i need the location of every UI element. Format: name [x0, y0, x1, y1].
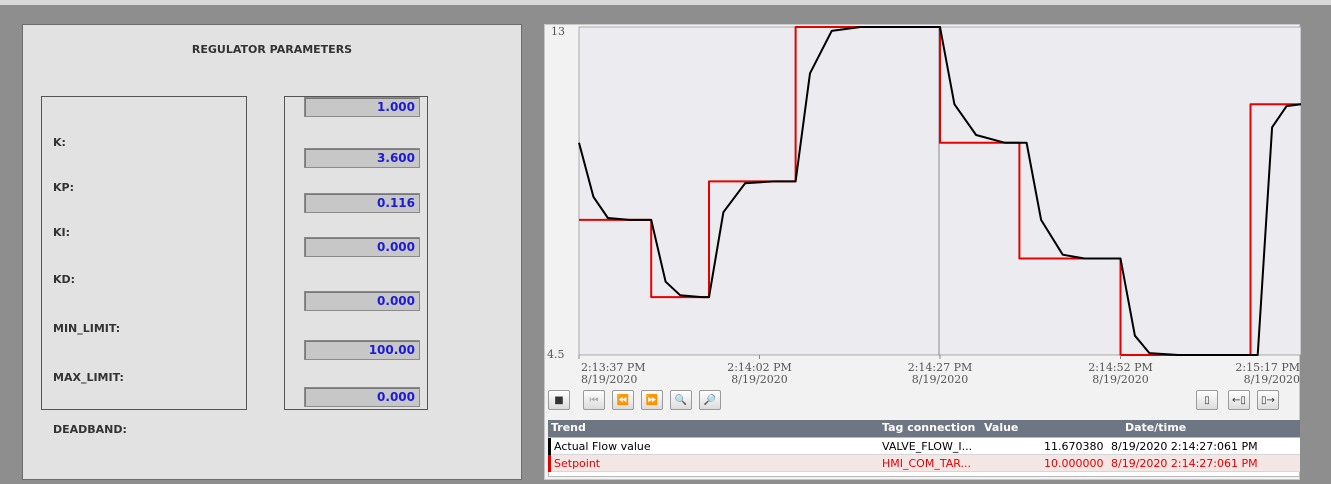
ruler-icon: ▯ — [1204, 394, 1210, 406]
param-field-max-limit[interactable]: 100.00 — [304, 340, 420, 360]
y-max-label: 13 — [551, 25, 565, 38]
top-divider — [0, 0, 1331, 5]
values-frame — [284, 96, 428, 410]
actual-flow-series-line — [578, 26, 1301, 356]
param-field-k[interactable]: 1.000 — [304, 97, 420, 117]
table-row-setpoint[interactable]: Setpoint HMI_COM_TAR... 10.000000 8/19/2… — [548, 455, 1300, 472]
row-tag: HMI_COM_TAR... — [882, 457, 971, 470]
param-field-kp[interactable]: 3.600 — [304, 148, 420, 168]
ruler-button[interactable]: ▯ — [1196, 390, 1218, 410]
header-trend[interactable]: Trend — [551, 421, 586, 434]
row-trend-name: Setpoint — [554, 457, 601, 470]
x-tick-time-label: 2:14:27 PM — [908, 361, 973, 374]
x-tick-date-label: 8/19/2020 — [912, 373, 968, 386]
param-label-k: K: — [53, 136, 66, 149]
series-color-marker — [548, 438, 551, 455]
param-label-kp: KP: — [53, 181, 74, 194]
fast-forward-icon: ⏩ — [645, 394, 659, 406]
x-tick-time-label: 2:14:02 PM — [727, 361, 792, 374]
x-tick-date-label: 8/19/2020 — [731, 373, 787, 386]
regulator-parameters-panel: REGULATOR PARAMETERS K: 1.000 KP: 3.600 … — [22, 24, 522, 480]
ruler-forward-icon: ▯→ — [1261, 394, 1275, 406]
ruler-back-icon: ←▯ — [1232, 394, 1246, 406]
skip-to-start-icon: ⏮ — [589, 394, 599, 406]
zoom-in-button[interactable]: 🔍 — [670, 390, 692, 410]
x-tick-time-label: 2:13:37 PM — [581, 361, 646, 374]
param-field-min-limit[interactable]: 0.000 — [304, 291, 420, 311]
x-tick-time-label: 2:14:52 PM — [1088, 361, 1153, 374]
rewind-button[interactable]: ⏪ — [612, 390, 634, 410]
rewind-icon: ⏪ — [616, 394, 630, 406]
x-tick-date-label: 8/19/2020 — [581, 373, 637, 386]
header-tag-connection[interactable]: Tag connection — [882, 421, 976, 434]
zoom-in-icon: 🔍 — [674, 394, 688, 406]
param-label-deadband: DEADBAND: — [53, 423, 127, 436]
row-tag: VALVE_FLOW_I... — [882, 440, 973, 453]
header-date-time[interactable]: Date/time — [1125, 421, 1187, 434]
row-trend-name: Actual Flow value — [554, 440, 651, 453]
param-label-max-limit: MAX_LIMIT: — [53, 371, 124, 384]
row-value: 11.670380 — [1044, 440, 1104, 453]
labels-frame — [41, 96, 247, 410]
header-value[interactable]: Value — [984, 421, 1019, 434]
stop-icon: ■ — [554, 394, 564, 406]
panel-title: REGULATOR PARAMETERS — [191, 43, 353, 56]
x-tick-time-label: 2:15:17 PM — [1235, 361, 1300, 374]
fast-forward-button[interactable]: ⏩ — [641, 390, 663, 410]
param-label-ki: KI: — [53, 226, 71, 239]
skip-to-start-button[interactable]: ⏮ — [583, 390, 605, 410]
param-field-ki[interactable]: 0.116 — [304, 193, 420, 213]
x-tick-date-label: 8/19/2020 — [1092, 373, 1148, 386]
trend-table-header: Trend Tag connection Value Date/time — [548, 420, 1300, 437]
row-datetime: 8/19/2020 2:14:27:061 PM — [1111, 440, 1258, 453]
trend-view: 13 4.5 2:13:37 PM 8/19/2020 2:14:02 PM 8/19… — [544, 24, 1301, 480]
zoom-out-icon: 🔎 — [703, 394, 717, 406]
y-min-label: 4.5 — [547, 348, 565, 361]
table-row-actual[interactable]: Actual Flow value VALVE_FLOW_I... 11.670… — [548, 438, 1300, 455]
stop-button[interactable]: ■ — [548, 390, 570, 410]
x-tick-date-label: 8/19/2020 — [1244, 373, 1300, 386]
param-field-kd[interactable]: 0.000 — [304, 237, 420, 257]
series-color-marker — [548, 455, 551, 472]
param-label-min-limit: MIN_LIMIT: — [53, 322, 121, 335]
param-label-kd: KD: — [53, 273, 76, 286]
ruler-forward-button[interactable]: ▯→ — [1257, 390, 1279, 410]
param-field-deadband[interactable]: 0.000 — [304, 387, 420, 407]
ruler-back-button[interactable]: ←▯ — [1228, 390, 1250, 410]
zoom-out-button[interactable]: 🔎 — [699, 390, 721, 410]
row-value: 10.000000 — [1044, 457, 1104, 470]
row-datetime: 8/19/2020 2:14:27:061 PM — [1111, 457, 1258, 470]
